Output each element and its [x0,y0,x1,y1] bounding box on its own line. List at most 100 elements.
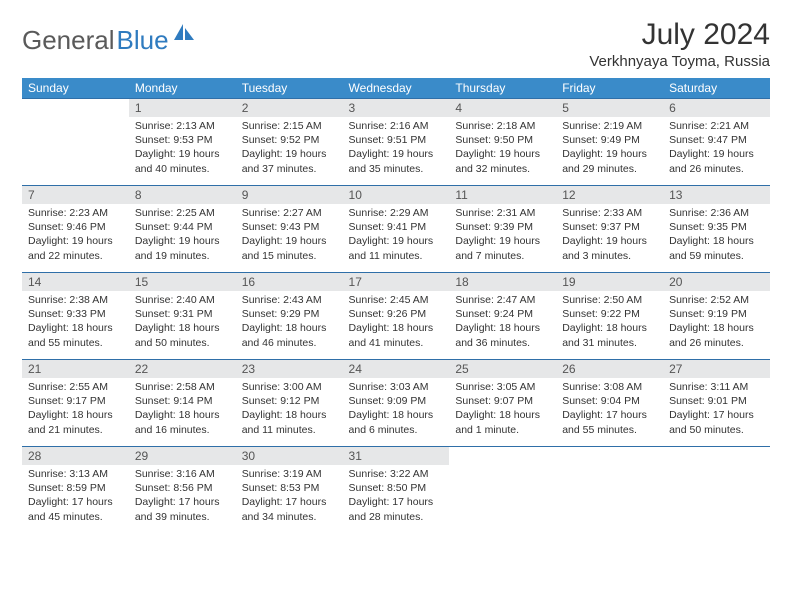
sunset-text: Sunset: 9:31 PM [135,307,230,321]
daylight-text: Daylight: 17 hours and 34 minutes. [242,495,337,523]
sunrise-text: Sunrise: 2:52 AM [669,293,764,307]
sunrise-text: Sunrise: 2:16 AM [349,119,444,133]
day-content: Sunrise: 2:55 AMSunset: 9:17 PMDaylight:… [22,378,129,441]
sunset-text: Sunset: 9:19 PM [669,307,764,321]
weekday-header: Thursday [449,78,556,99]
daylight-text: Daylight: 19 hours and 22 minutes. [28,234,123,262]
calendar-day-cell: 4Sunrise: 2:18 AMSunset: 9:50 PMDaylight… [449,99,556,186]
day-content: Sunrise: 2:58 AMSunset: 9:14 PMDaylight:… [129,378,236,441]
day-number: 17 [343,273,450,291]
calendar-week-row: 7Sunrise: 2:23 AMSunset: 9:46 PMDaylight… [22,186,770,273]
day-content: Sunrise: 2:15 AMSunset: 9:52 PMDaylight:… [236,117,343,180]
calendar-day-cell: 30Sunrise: 3:19 AMSunset: 8:53 PMDayligh… [236,447,343,534]
calendar-day-cell: 29Sunrise: 3:16 AMSunset: 8:56 PMDayligh… [129,447,236,534]
day-number: 31 [343,447,450,465]
sunset-text: Sunset: 9:49 PM [562,133,657,147]
sunrise-text: Sunrise: 2:15 AM [242,119,337,133]
day-content: Sunrise: 3:22 AMSunset: 8:50 PMDaylight:… [343,465,450,528]
daylight-text: Daylight: 18 hours and 6 minutes. [349,408,444,436]
daylight-text: Daylight: 18 hours and 36 minutes. [455,321,550,349]
day-content: Sunrise: 2:36 AMSunset: 9:35 PMDaylight:… [663,204,770,267]
calendar-day-cell [22,99,129,186]
daylight-text: Daylight: 19 hours and 40 minutes. [135,147,230,175]
calendar-day-cell: 31Sunrise: 3:22 AMSunset: 8:50 PMDayligh… [343,447,450,534]
sunrise-text: Sunrise: 3:19 AM [242,467,337,481]
day-number: 7 [22,186,129,204]
day-number [449,447,556,451]
sunrise-text: Sunrise: 2:31 AM [455,206,550,220]
day-number [556,447,663,451]
calendar-day-cell: 16Sunrise: 2:43 AMSunset: 9:29 PMDayligh… [236,273,343,360]
daylight-text: Daylight: 18 hours and 31 minutes. [562,321,657,349]
daylight-text: Daylight: 17 hours and 55 minutes. [562,408,657,436]
daylight-text: Daylight: 18 hours and 11 minutes. [242,408,337,436]
daylight-text: Daylight: 18 hours and 21 minutes. [28,408,123,436]
day-number: 19 [556,273,663,291]
day-number: 12 [556,186,663,204]
sunrise-text: Sunrise: 2:21 AM [669,119,764,133]
day-content: Sunrise: 2:19 AMSunset: 9:49 PMDaylight:… [556,117,663,180]
sunset-text: Sunset: 8:59 PM [28,481,123,495]
calendar-day-cell: 12Sunrise: 2:33 AMSunset: 9:37 PMDayligh… [556,186,663,273]
month-title: July 2024 [589,18,770,51]
calendar-day-cell: 8Sunrise: 2:25 AMSunset: 9:44 PMDaylight… [129,186,236,273]
logo: GeneralBlue [22,24,196,57]
calendar-day-cell: 5Sunrise: 2:19 AMSunset: 9:49 PMDaylight… [556,99,663,186]
daylight-text: Daylight: 19 hours and 32 minutes. [455,147,550,175]
sunrise-text: Sunrise: 2:40 AM [135,293,230,307]
day-content: Sunrise: 2:18 AMSunset: 9:50 PMDaylight:… [449,117,556,180]
sunrise-text: Sunrise: 2:33 AM [562,206,657,220]
calendar-day-cell: 28Sunrise: 3:13 AMSunset: 8:59 PMDayligh… [22,447,129,534]
day-number: 26 [556,360,663,378]
sunrise-text: Sunrise: 2:13 AM [135,119,230,133]
weekday-header: Saturday [663,78,770,99]
calendar-page: GeneralBlue July 2024 Verkhnyaya Toyma, … [0,0,792,551]
daylight-text: Daylight: 19 hours and 11 minutes. [349,234,444,262]
sunset-text: Sunset: 9:01 PM [669,394,764,408]
sunset-text: Sunset: 9:52 PM [242,133,337,147]
calendar-day-cell: 9Sunrise: 2:27 AMSunset: 9:43 PMDaylight… [236,186,343,273]
calendar-day-cell: 11Sunrise: 2:31 AMSunset: 9:39 PMDayligh… [449,186,556,273]
calendar-week-row: 28Sunrise: 3:13 AMSunset: 8:59 PMDayligh… [22,447,770,534]
day-number: 11 [449,186,556,204]
sunset-text: Sunset: 8:50 PM [349,481,444,495]
day-number: 23 [236,360,343,378]
day-number: 20 [663,273,770,291]
sunrise-text: Sunrise: 3:22 AM [349,467,444,481]
day-content: Sunrise: 3:08 AMSunset: 9:04 PMDaylight:… [556,378,663,441]
sunset-text: Sunset: 9:22 PM [562,307,657,321]
day-number: 18 [449,273,556,291]
sunset-text: Sunset: 9:14 PM [135,394,230,408]
sunset-text: Sunset: 9:12 PM [242,394,337,408]
sunset-text: Sunset: 9:33 PM [28,307,123,321]
day-content: Sunrise: 2:23 AMSunset: 9:46 PMDaylight:… [22,204,129,267]
day-content: Sunrise: 2:13 AMSunset: 9:53 PMDaylight:… [129,117,236,180]
calendar-day-cell: 23Sunrise: 3:00 AMSunset: 9:12 PMDayligh… [236,360,343,447]
day-content: Sunrise: 3:03 AMSunset: 9:09 PMDaylight:… [343,378,450,441]
sunset-text: Sunset: 8:53 PM [242,481,337,495]
weekday-header: Tuesday [236,78,343,99]
weekday-header: Wednesday [343,78,450,99]
day-number [22,99,129,103]
daylight-text: Daylight: 17 hours and 45 minutes. [28,495,123,523]
day-number: 28 [22,447,129,465]
day-content: Sunrise: 3:00 AMSunset: 9:12 PMDaylight:… [236,378,343,441]
sunrise-text: Sunrise: 2:36 AM [669,206,764,220]
sunrise-text: Sunrise: 3:16 AM [135,467,230,481]
location: Verkhnyaya Toyma, Russia [589,53,770,70]
title-block: July 2024 Verkhnyaya Toyma, Russia [589,18,770,70]
day-number: 1 [129,99,236,117]
daylight-text: Daylight: 18 hours and 1 minute. [455,408,550,436]
daylight-text: Daylight: 17 hours and 50 minutes. [669,408,764,436]
sunset-text: Sunset: 9:46 PM [28,220,123,234]
day-content: Sunrise: 2:21 AMSunset: 9:47 PMDaylight:… [663,117,770,180]
day-number: 10 [343,186,450,204]
calendar-day-cell: 1Sunrise: 2:13 AMSunset: 9:53 PMDaylight… [129,99,236,186]
sunrise-text: Sunrise: 2:25 AM [135,206,230,220]
day-content: Sunrise: 3:05 AMSunset: 9:07 PMDaylight:… [449,378,556,441]
sunset-text: Sunset: 9:41 PM [349,220,444,234]
day-number: 14 [22,273,129,291]
logo-text-2: Blue [117,25,169,56]
daylight-text: Daylight: 18 hours and 16 minutes. [135,408,230,436]
calendar-week-row: 21Sunrise: 2:55 AMSunset: 9:17 PMDayligh… [22,360,770,447]
